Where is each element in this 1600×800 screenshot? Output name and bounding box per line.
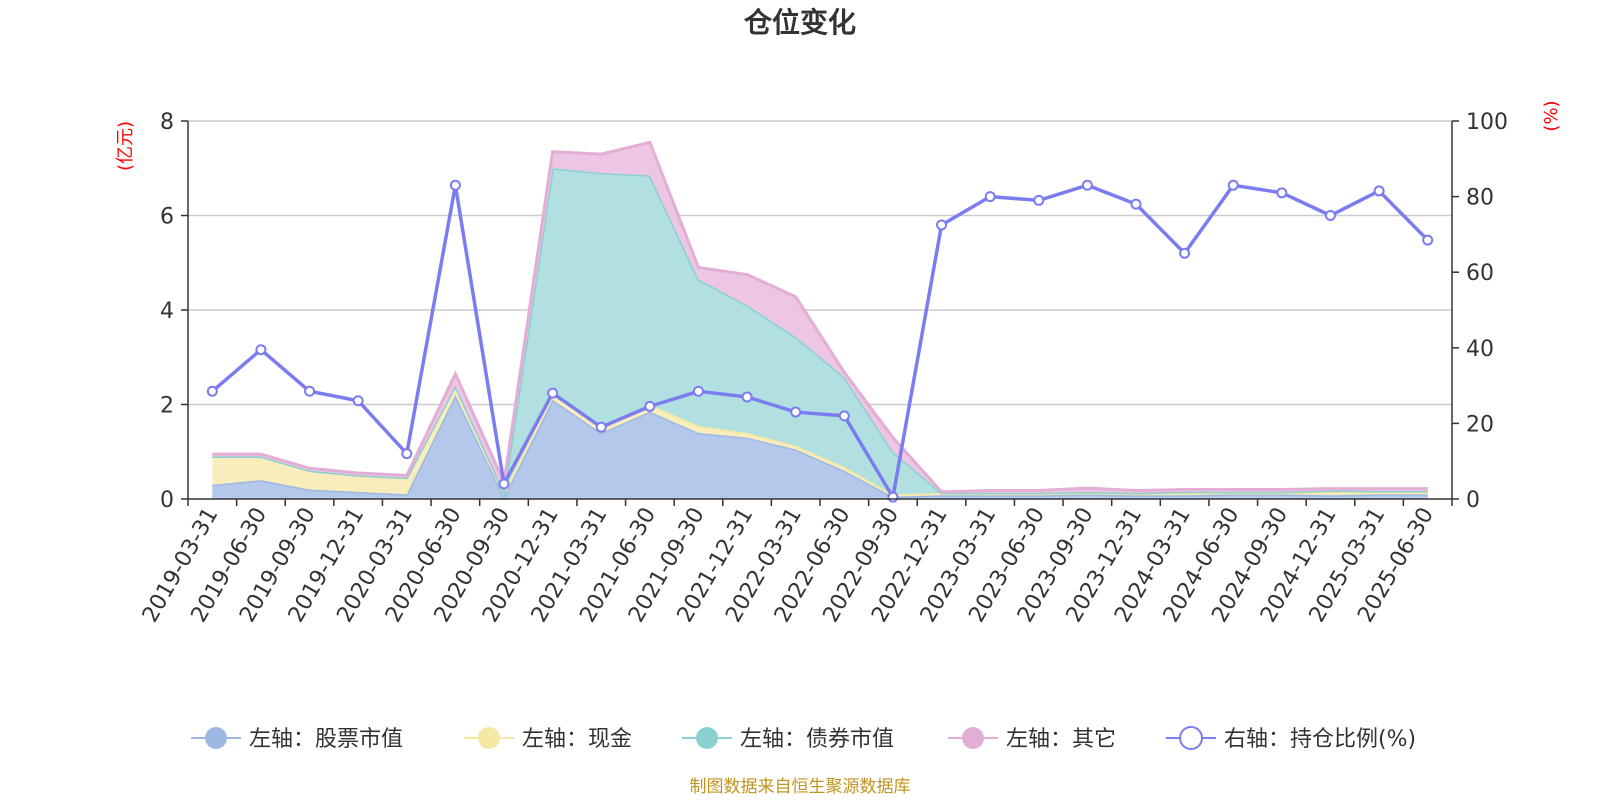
legend[interactable]: 左轴：股票市值 左轴：现金 左轴：债券市值 左轴：其它 右轴：持仓比例(%) (191, 726, 1416, 752)
ratio-point (644, 400, 656, 412)
legend-marker-icon (1179, 726, 1203, 750)
ratio-point (887, 491, 899, 503)
ratio-point (206, 385, 218, 397)
data-source-note: 制图数据来自恒生聚源数据库 (690, 777, 911, 797)
ratio-point (1227, 179, 1239, 191)
ratio-point (304, 385, 316, 397)
left-tick-label: 6 (160, 205, 174, 230)
legend-label: 右轴：持仓比例(%) (1224, 727, 1416, 752)
ratio-point (1179, 247, 1191, 259)
legend-label: 左轴：其它 (1006, 727, 1116, 752)
ratio-point (547, 387, 559, 399)
left-tick-label: 0 (160, 488, 174, 513)
ratio-point (255, 344, 267, 356)
ratio-point (692, 385, 704, 397)
ratio-point (838, 410, 850, 422)
ratio-point (1373, 185, 1385, 197)
ratio-point (1422, 234, 1434, 246)
stacked-areas (212, 140, 1428, 501)
left-tick-label: 8 (160, 110, 174, 135)
right-tick-label: 60 (1466, 261, 1494, 286)
ratio-point (1033, 194, 1045, 206)
right-tick-label: 0 (1466, 488, 1480, 513)
ratio-point (498, 478, 510, 490)
legend-label: 左轴：股票市值 (249, 727, 403, 752)
area-edge-series-4 (212, 140, 1428, 494)
legend-marker-icon (962, 727, 984, 749)
ratio-point (1130, 198, 1142, 210)
legend-marker-icon (478, 727, 500, 749)
legend-marker-icon (205, 727, 227, 749)
legend-item[interactable]: 左轴：其它 (948, 727, 1116, 752)
legend-item[interactable]: 左轴：股票市值 (191, 727, 403, 752)
right-tick-label: 40 (1466, 337, 1494, 362)
ratio-point (984, 191, 996, 203)
left-axis-unit: (亿元) (115, 121, 136, 171)
ratio-point (352, 395, 364, 407)
legend-item[interactable]: 左轴：现金 (464, 727, 632, 752)
ratio-point (1081, 179, 1093, 191)
chart-title: 仓位变化 (744, 6, 856, 39)
ratio-point (449, 179, 461, 191)
right-axis-unit: (%) (1541, 100, 1562, 131)
legend-label: 左轴：债券市值 (740, 727, 894, 752)
left-tick-label: 2 (160, 394, 174, 419)
ratio-point (936, 219, 948, 231)
ratio-point (790, 406, 802, 418)
position-ratio-line (206, 179, 1434, 503)
left-tick-label: 4 (160, 299, 174, 324)
ratio-point (741, 391, 753, 403)
right-tick-label: 80 (1466, 186, 1494, 211)
legend-item[interactable]: 左轴：债券市值 (682, 727, 894, 752)
ratio-point (1276, 187, 1288, 199)
legend-marker-icon (696, 727, 718, 749)
right-tick-label: 20 (1466, 412, 1494, 437)
legend-item[interactable]: 右轴：持仓比例(%) (1166, 726, 1416, 752)
right-tick-label: 100 (1466, 110, 1508, 135)
ratio-line-path (211, 183, 1429, 503)
ratio-point (1324, 210, 1336, 221)
area-series-3 (212, 168, 1428, 495)
ratio-point (595, 421, 607, 433)
ratio-point (401, 448, 413, 460)
legend-label: 左轴：现金 (522, 727, 632, 752)
